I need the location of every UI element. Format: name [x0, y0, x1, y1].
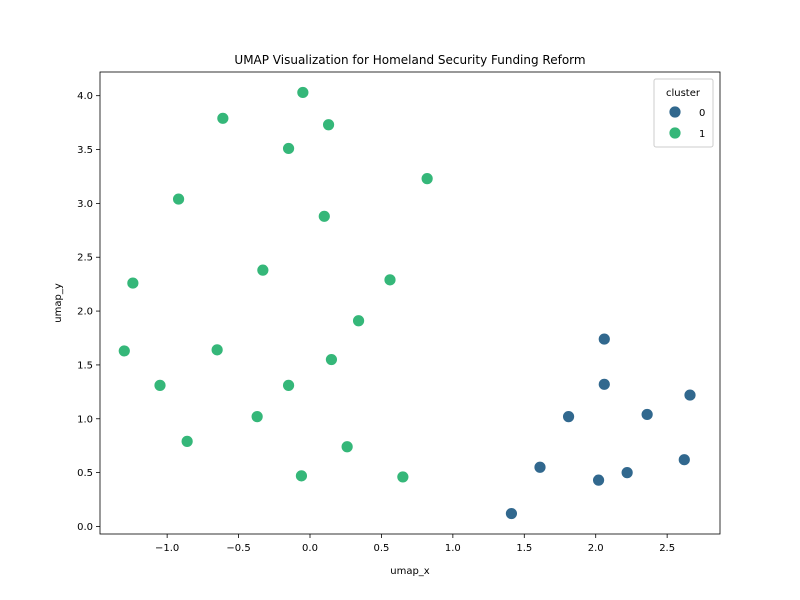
scatter-point-cluster-1	[340, 440, 354, 454]
scatter-point-cluster-1	[322, 118, 335, 132]
y-tick-label: 2.0	[77, 307, 93, 318]
y-axis-title: umap_y	[53, 283, 64, 323]
scatter-point-cluster-1	[420, 172, 434, 186]
x-tick-label: 0.0	[302, 543, 318, 554]
plot-area	[117, 86, 697, 520]
scatter-point-cluster-1	[172, 192, 185, 206]
x-tick-label: 0.5	[373, 543, 389, 554]
y-tick-label: 1.0	[77, 414, 93, 425]
legend: cluster 0 1	[653, 78, 714, 148]
x-tick-label: 1.5	[516, 543, 532, 554]
scatter-point-cluster-0	[640, 408, 654, 421]
scatter-point-cluster-1	[296, 86, 310, 99]
scatter-point-cluster-1	[396, 470, 410, 484]
scatter-point-cluster-0	[620, 466, 634, 480]
legend-label-0: 0	[699, 108, 705, 119]
x-tick-label: −0.5	[226, 543, 250, 554]
scatter-point-cluster-1	[216, 111, 230, 125]
scatter-point-cluster-0	[677, 453, 691, 467]
scatter-point-cluster-1	[295, 469, 308, 483]
x-axis: −1.0 −0.5 0.0 0.5 1.0 1.5 2.0 2.5	[155, 534, 675, 554]
x-tick-label: −1.0	[155, 543, 179, 554]
scatter-point-cluster-1	[282, 378, 295, 392]
scatter-point-cluster-1	[383, 273, 397, 287]
scatter-point-cluster-1	[126, 276, 140, 290]
y-tick-label: 4.0	[77, 91, 93, 102]
legend-marker-0	[668, 105, 682, 119]
scatter-point-cluster-0	[592, 473, 605, 487]
y-tick-label: 0.0	[77, 522, 93, 533]
y-tick-label: 1.5	[77, 360, 93, 371]
scatter-point-cluster-1	[153, 378, 167, 392]
scatter-point-cluster-1	[352, 314, 365, 328]
scatter-point-cluster-0	[562, 410, 575, 424]
y-tick-label: 2.5	[77, 253, 93, 264]
scatter-point-cluster-0	[597, 332, 611, 346]
scatter-point-cluster-0	[533, 460, 547, 474]
y-axis: 0.0 0.5 1.0 1.5 2.0 2.5 3.0 3.5 4.0	[77, 91, 100, 533]
x-tick-label: 2.5	[659, 543, 675, 554]
scatter-point-cluster-1	[325, 353, 338, 366]
scatter-point-cluster-0	[683, 388, 697, 402]
scatter-point-cluster-1	[256, 263, 270, 277]
y-tick-label: 3.0	[77, 199, 93, 210]
y-tick-label: 0.5	[77, 468, 93, 479]
legend-label-1: 1	[699, 129, 705, 140]
x-tick-label: 1.0	[445, 543, 461, 554]
y-tick-label: 3.5	[77, 145, 93, 156]
x-tick-label: 2.0	[588, 543, 604, 554]
scatter-point-cluster-0	[597, 377, 611, 391]
scatter-point-cluster-1	[210, 343, 224, 357]
legend-box	[653, 78, 714, 148]
scatter-point-cluster-1	[317, 209, 331, 223]
plot-frame	[99, 71, 721, 535]
scatter-point-cluster-1	[250, 410, 264, 424]
scatter-point-cluster-1	[180, 434, 194, 448]
scatter-point-cluster-0	[505, 507, 518, 520]
chart-title: UMAP Visualization for Homeland Security…	[234, 53, 585, 67]
x-axis-title: umap_x	[390, 566, 430, 577]
scatter-point-cluster-1	[282, 142, 295, 155]
legend-marker-1	[668, 126, 682, 140]
legend-title: cluster	[666, 88, 701, 99]
scatter-point-cluster-1	[117, 344, 131, 358]
